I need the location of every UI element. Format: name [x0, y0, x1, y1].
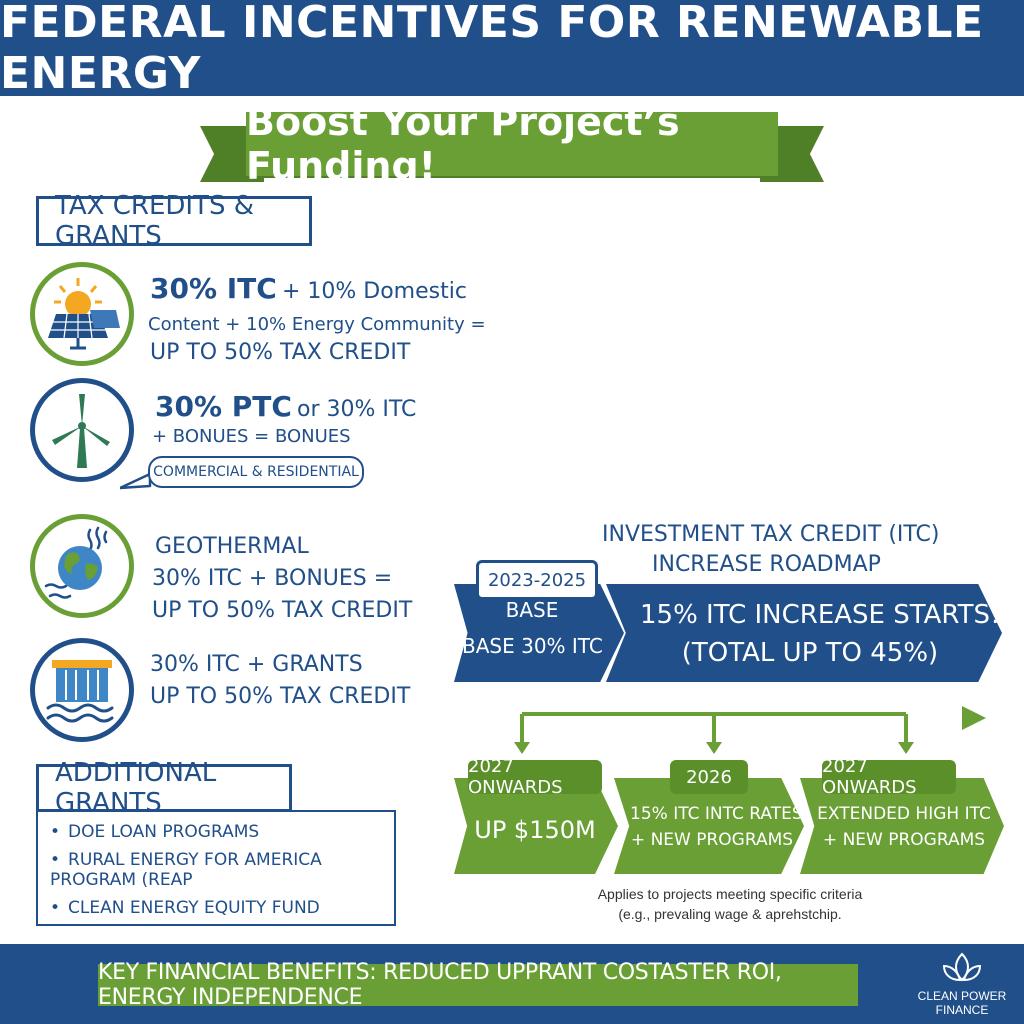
logo-line2: FINANCE	[935, 1003, 989, 1017]
key-benefits-text: KEY FINANCIAL BENEFITS: REDUCED UPPRANT …	[98, 960, 782, 1010]
green-tab-2: 2026	[670, 760, 748, 794]
item4-line1: 30% ITC + GRANTS	[150, 652, 363, 677]
roadmap-title-line1: INVESTMENT TAX CREDIT (ITC)	[602, 522, 940, 547]
item1-line1: 30% ITC + 10% Domestic	[150, 272, 467, 305]
connector-lines	[514, 706, 986, 754]
stage1-tab-text: 2023-2025	[487, 569, 587, 591]
leaf-logo-icon	[942, 952, 982, 982]
hydro-dam-icon	[30, 638, 134, 742]
item3-line3: UP TO 50% TAX CREDIT	[152, 598, 413, 623]
green-arrow-2	[614, 778, 804, 874]
list-item: RURAL ENERGY FOR AMERICA PROGRAM (REAP	[50, 850, 382, 890]
green-1-line1: UP $150M	[474, 816, 596, 844]
green-tab-2-text: 2026	[686, 766, 732, 788]
item2-line1-rest: or 30% ITC	[297, 397, 417, 422]
stage2-line2: (TOTAL UP TO 45%)	[681, 638, 939, 668]
stage2-line1: 15% ITC INCREASE STARTS!	[640, 600, 1001, 630]
ribbon-text: Boost Your Project’s Funding!	[246, 100, 680, 188]
green-arrow-1	[454, 778, 618, 874]
item1-line1-rest: + 10% Domestic	[281, 279, 467, 304]
green-2-line1: 15% ITC INTC RATES	[630, 804, 803, 824]
tag-text: COMMERCIAL & RESIDENTIAL	[153, 464, 359, 480]
additional-grants-heading-box: ADDITIONAL GRANTS	[36, 758, 292, 818]
stage1-tab: 2023-2025	[476, 560, 598, 600]
green-tab-3-text: 2027 ONWARDS	[822, 756, 917, 798]
stage1-line2: BASE 30% ITC	[462, 634, 603, 658]
stage2-arrow	[606, 584, 1002, 682]
item1-line2: Content + 10% Energy Community =	[148, 314, 486, 335]
green-arrow-3	[800, 778, 1004, 874]
item2-line1: 30% PTC or 30% ITC	[155, 390, 416, 423]
tax-credits-heading-box: TAX CREDITS & GRANTS	[36, 191, 312, 251]
clean-power-finance-logo: CLEAN POWER FINANCE	[912, 950, 1012, 1017]
ribbon-banner: Boost Your Project’s Funding!	[246, 100, 778, 188]
wind-turbine-icon	[30, 378, 134, 482]
tax-credits-heading: TAX CREDITS & GRANTS	[55, 191, 254, 251]
solar-panel-icon	[30, 262, 134, 366]
list-item: CLEAN ENERGY EQUITY FUND	[50, 898, 382, 918]
green-3-line2: + NEW PROGRAMS	[822, 830, 986, 850]
item1-line3: UP TO 50% TAX CREDIT	[150, 340, 411, 365]
green-tab-1-text: 2027 ONWARDS	[468, 756, 563, 798]
criteria-note-line1: Applies to projects meeting specific cri…	[597, 886, 863, 902]
page-title: FEDERAL INCENTIVES FOR RENEWABLE ENERGY	[0, 0, 984, 99]
geothermal-globe-icon	[30, 514, 134, 618]
green-2-line2: + NEW PROGRAMS	[630, 830, 794, 850]
logo-line1: CLEAN POWER	[917, 989, 1007, 1003]
funding-ribbon: Boost Your Project’s Funding!	[200, 100, 824, 188]
additional-grants-heading: ADDITIONAL GRANTS	[55, 758, 217, 818]
roadmap-title-line2: INCREASE ROADMAP	[652, 552, 881, 577]
item4-line2: UP TO 50% TAX CREDIT	[150, 684, 411, 709]
green-tab-1: 2027 ONWARDS	[468, 756, 602, 798]
commercial-residential-tag: COMMERCIAL & RESIDENTIAL	[148, 456, 364, 488]
item3-line2: 30% ITC + BONUES =	[152, 566, 393, 591]
grants-list: DOE LOAN PROGRAMS RURAL ENERGY FOR AMERI…	[36, 810, 396, 926]
list-item: DOE LOAN PROGRAMS	[50, 822, 382, 842]
key-benefits-bar: KEY FINANCIAL BENEFITS: REDUCED UPPRANT …	[98, 960, 858, 1010]
item1-line1-big: 30% ITC	[150, 272, 277, 305]
item2-line1-big: 30% PTC	[155, 390, 292, 423]
green-tab-3: 2027 ONWARDS	[822, 756, 956, 798]
green-3-line1: EXTENDED HIGH ITC	[817, 804, 991, 824]
item2-line2: + BONUES = BONUES	[152, 426, 351, 447]
criteria-note-line2: (e.g., prevaling wage & aprehstchip.	[618, 906, 842, 922]
top-banner: FEDERAL INCENTIVES FOR RENEWABLE ENERGY	[0, 0, 1024, 99]
stage1-arrow	[454, 584, 624, 682]
stage1-line1: BASE	[505, 598, 559, 622]
item3-line1: GEOTHERMAL	[155, 534, 309, 559]
